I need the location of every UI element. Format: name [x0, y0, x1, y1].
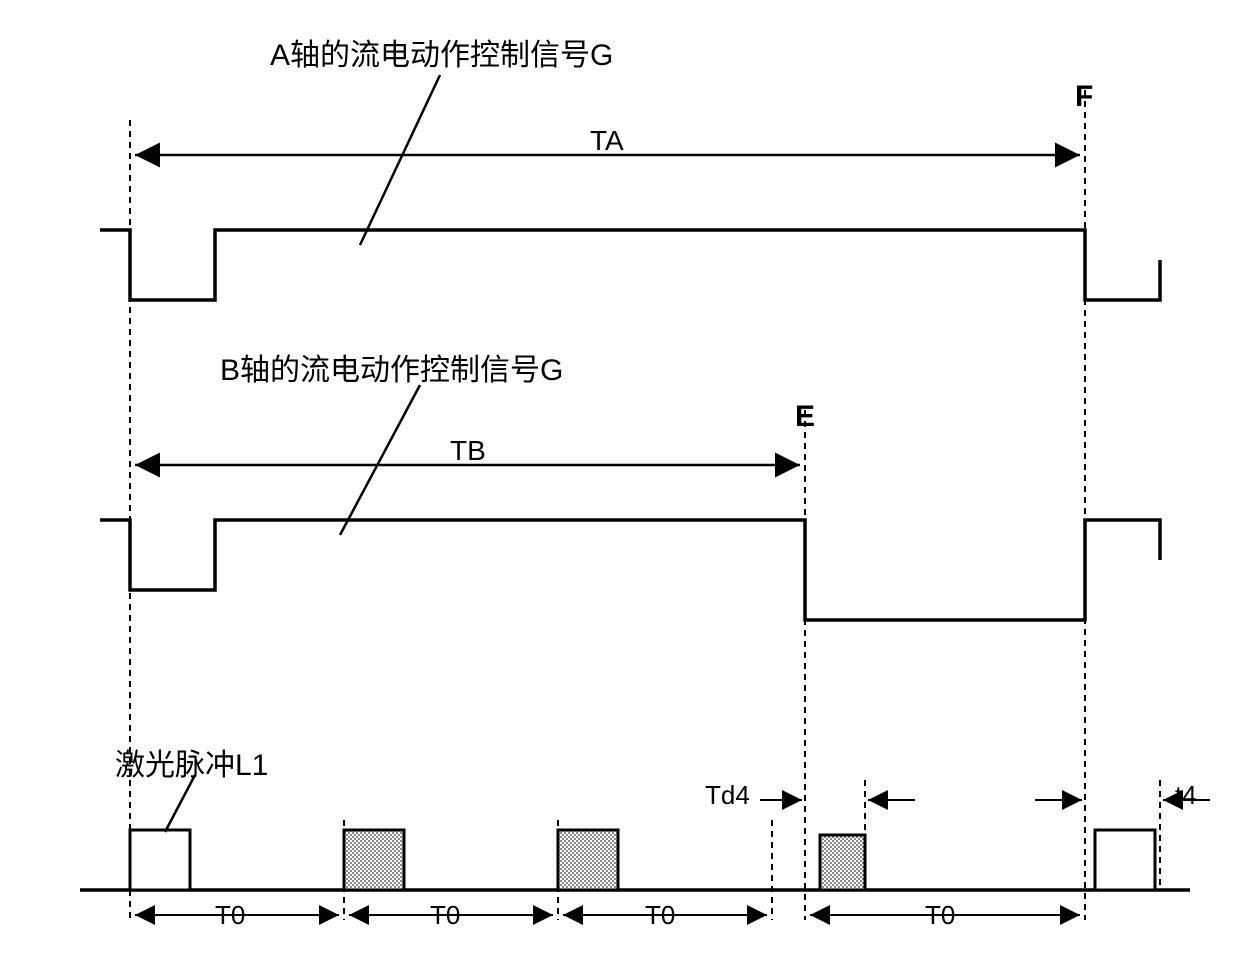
- label-t4: t4: [1175, 780, 1197, 811]
- t0-4: T0: [925, 900, 955, 931]
- pulse-3: [558, 830, 618, 890]
- label-td4: Td4: [705, 780, 750, 811]
- leader-b: [340, 385, 420, 535]
- waveform-a: [100, 230, 1160, 300]
- diagram-svg: [20, 20, 1220, 938]
- t0-2: T0: [430, 900, 460, 931]
- pulse-5: [1095, 830, 1155, 890]
- label-f: F: [1075, 80, 1093, 114]
- waveform-b: [100, 520, 1160, 620]
- pulse-1: [130, 830, 190, 890]
- title-b: B轴的流电动作控制信号G: [220, 345, 563, 389]
- label-ta: TA: [590, 125, 624, 157]
- pulse-label: 激光脉冲L1: [115, 740, 268, 784]
- title-a: A轴的流电动作控制信号G: [270, 30, 613, 74]
- t0-1: T0: [215, 900, 245, 931]
- t0-3: T0: [645, 900, 675, 931]
- label-tb: TB: [450, 435, 486, 467]
- pulse-4: [820, 835, 865, 890]
- pulse-2: [344, 830, 404, 890]
- leader-a: [360, 75, 440, 245]
- timing-diagram: A轴的流电动作控制信号G F TA B轴的流电动作控制信号G E TB 激光脉冲…: [20, 20, 1220, 938]
- label-e: E: [795, 400, 815, 434]
